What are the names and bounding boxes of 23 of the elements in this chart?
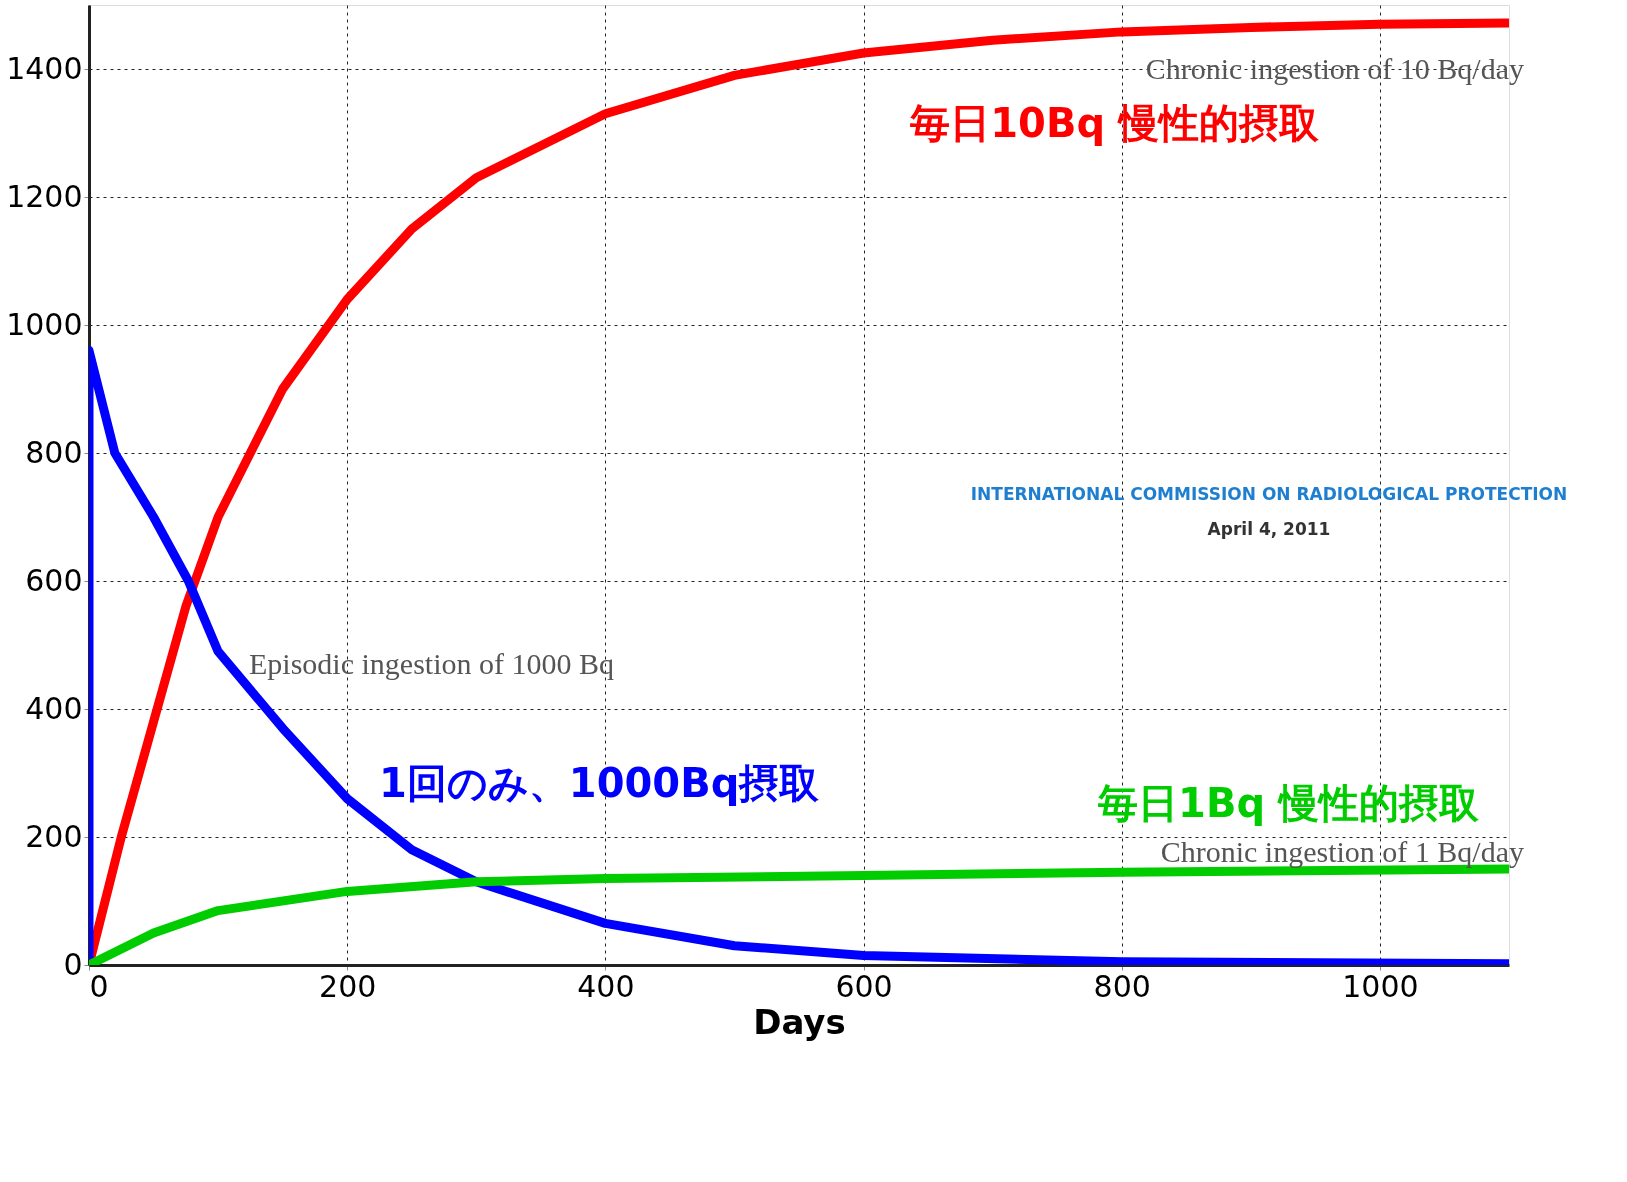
y-tick-label: 600 — [25, 562, 83, 598]
y-tick-label: 1200 — [6, 178, 83, 214]
y-tick-label: 800 — [25, 434, 83, 470]
x-tick-label: 0 — [89, 968, 109, 1004]
series-label: 毎日1Bq 慢性的摂取 — [1097, 780, 1479, 826]
series-label: 1回のみ、1000Bq摂取 — [379, 760, 820, 806]
x-tick-label: 600 — [835, 968, 893, 1004]
series-label: 毎日10Bq 慢性的摂取 — [909, 100, 1319, 146]
x-tick-label: 800 — [1093, 968, 1151, 1004]
annotation: Chronic ingestion of 10 Bq/day — [1145, 52, 1524, 85]
x-axis-title: Days — [753, 1001, 846, 1042]
annotation: Chronic ingestion of 1 Bq/day — [1160, 835, 1524, 868]
y-tick-label: 200 — [25, 818, 83, 854]
y-tick-label: 1000 — [6, 306, 83, 342]
x-tick-label: 1000 — [1342, 968, 1419, 1004]
y-tick-label: 1400 — [6, 50, 83, 86]
annotation: INTERNATIONAL COMMISSION ON RADIOLOGICAL PROTECTION — [970, 484, 1568, 504]
annotation: Episodic ingestion of 1000 Bq — [249, 647, 614, 680]
x-tick-label: 400 — [577, 968, 635, 1004]
x-tick-label: 200 — [319, 968, 377, 1004]
annotation: April 4, 2011 — [1207, 519, 1331, 539]
y-tick-label: 0 — [63, 946, 83, 982]
y-tick-label: 400 — [25, 690, 83, 726]
